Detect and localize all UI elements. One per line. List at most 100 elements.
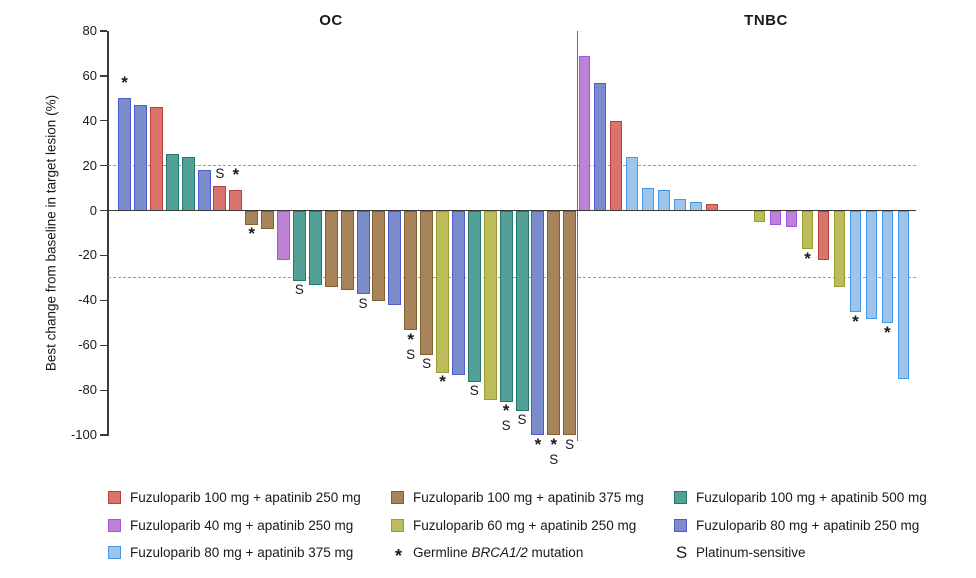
y-tick: [100, 209, 107, 212]
brca-mutation-marker: *: [232, 165, 240, 185]
bar: [897, 211, 909, 380]
bar: [769, 211, 782, 225]
bar: [436, 211, 449, 373]
legend-label: Fuzuloparib 100 mg + apatinib 500 mg: [696, 490, 927, 506]
y-tick: [100, 434, 107, 436]
legend-swatch-lightblue: [108, 546, 121, 560]
platinum-sensitive-marker: S: [294, 282, 304, 298]
bar: [563, 211, 577, 436]
legend-swatch-brown: [391, 491, 404, 505]
y-tick-label: -100: [70, 427, 97, 442]
legend-label: Fuzuloparib 100 mg + apatinib 375 mg: [413, 490, 644, 506]
bar: [149, 107, 163, 211]
y-tick: [100, 165, 107, 167]
legend-swatch-red: [108, 491, 121, 505]
platinum-sensitive-marker: S: [565, 437, 575, 452]
y-tick: [100, 30, 107, 32]
y-tick: [100, 254, 107, 257]
bar: [245, 211, 259, 225]
bar: [801, 211, 814, 250]
legend-swatch-olive: [391, 518, 404, 532]
bar: [404, 211, 418, 330]
y-tick: [100, 344, 107, 346]
legend-label: Fuzuloparib 60 mg + apatinib 250 mg: [413, 517, 637, 533]
bar: [197, 170, 211, 211]
bar: [578, 55, 590, 211]
legend-item: Fuzuloparib 100 mg + apatinib 250 mg: [108, 490, 391, 505]
bar: [626, 156, 638, 211]
panel-title-oc: OC: [319, 12, 343, 29]
legend-item: Fuzuloparib 100 mg + apatinib 500 mg: [674, 490, 958, 505]
platinum-sensitive-marker: S: [549, 452, 559, 467]
y-tick-label: -40: [78, 292, 97, 308]
y-tick: [100, 120, 107, 122]
bar: [658, 190, 670, 211]
brca-mutation-marker: *: [439, 372, 446, 392]
bar: [181, 156, 195, 211]
bar: [213, 185, 227, 211]
brca-mutation-marker: *: [502, 401, 510, 421]
platinum-sensitive-marker: S: [358, 295, 368, 311]
bar: [165, 154, 179, 211]
chart-legend: Fuzuloparib 100 mg + apatinib 250 mg Fuzu…: [108, 484, 958, 567]
brca-mutation-marker: *: [248, 224, 255, 244]
legend-label: Platinum-sensitive: [696, 545, 806, 561]
y-tick-label: 0: [89, 202, 97, 218]
y-tick-label: 40: [82, 112, 97, 128]
bar: [133, 105, 147, 211]
legend-item: Fuzuloparib 60 mg + apatinib 250 mg: [391, 518, 674, 533]
platinum-sensitive-marker: S: [501, 418, 511, 434]
bar: [499, 211, 513, 402]
bar: [610, 120, 622, 211]
bar: [483, 211, 497, 400]
bar: [753, 211, 766, 223]
legend-label: Fuzuloparib 100 mg + apatinib 250 mg: [130, 490, 361, 506]
brca-mutation-marker: *: [852, 311, 859, 331]
bar: [865, 211, 878, 319]
bar: [277, 211, 290, 261]
bar: [451, 211, 465, 375]
bar: [833, 211, 846, 288]
zero-line: [107, 209, 916, 212]
bar: [594, 82, 606, 211]
platinum-sensitive-marker: S: [215, 165, 225, 181]
bar: [817, 211, 830, 261]
y-tick-label: -80: [78, 382, 97, 398]
bar: [849, 211, 862, 313]
brca-mutation-marker: *: [407, 329, 414, 349]
legend-item: Fuzuloparib 40 mg + apatinib 250 mg: [108, 518, 391, 533]
platinum-sensitive-marker: S: [406, 346, 416, 362]
bar: [642, 188, 654, 211]
bar: [118, 98, 131, 211]
legend-label: Fuzuloparib 80 mg + apatinib 250 mg: [696, 517, 920, 533]
platinum-sensitive-symbol: S: [675, 542, 688, 562]
bar: [372, 211, 386, 301]
bar: [547, 211, 561, 436]
legend-item: Fuzuloparib 80 mg + apatinib 250 mg: [674, 518, 958, 533]
brca-mutation-marker: *: [804, 248, 811, 268]
y-tick-label: 80: [82, 23, 97, 38]
bar: [467, 211, 481, 382]
y-tick-label: 60: [82, 67, 97, 83]
platinum-sensitive-marker: S: [469, 383, 479, 399]
bar: [881, 211, 894, 324]
brca-mutation-marker: *: [883, 322, 891, 342]
y-axis-line: [107, 31, 109, 436]
bar: [356, 211, 370, 295]
brca-mutation-marker: *: [534, 435, 542, 454]
y-tick-label: -60: [78, 337, 97, 353]
legend-label: Germline BRCA1/2 mutation: [413, 545, 584, 561]
bar: [420, 211, 434, 355]
bar: [308, 211, 322, 286]
legend-item: S Platinum-sensitive: [674, 543, 958, 563]
bar: [515, 211, 529, 411]
bar: [292, 211, 306, 281]
bar: [261, 211, 275, 229]
y-tick-label: -20: [78, 247, 97, 263]
y-tick: [100, 389, 107, 391]
y-tick: [100, 299, 107, 302]
legend-item: Fuzuloparib 100 mg + apatinib 375 mg: [391, 490, 674, 505]
brca-mutation-marker: *: [550, 435, 558, 454]
